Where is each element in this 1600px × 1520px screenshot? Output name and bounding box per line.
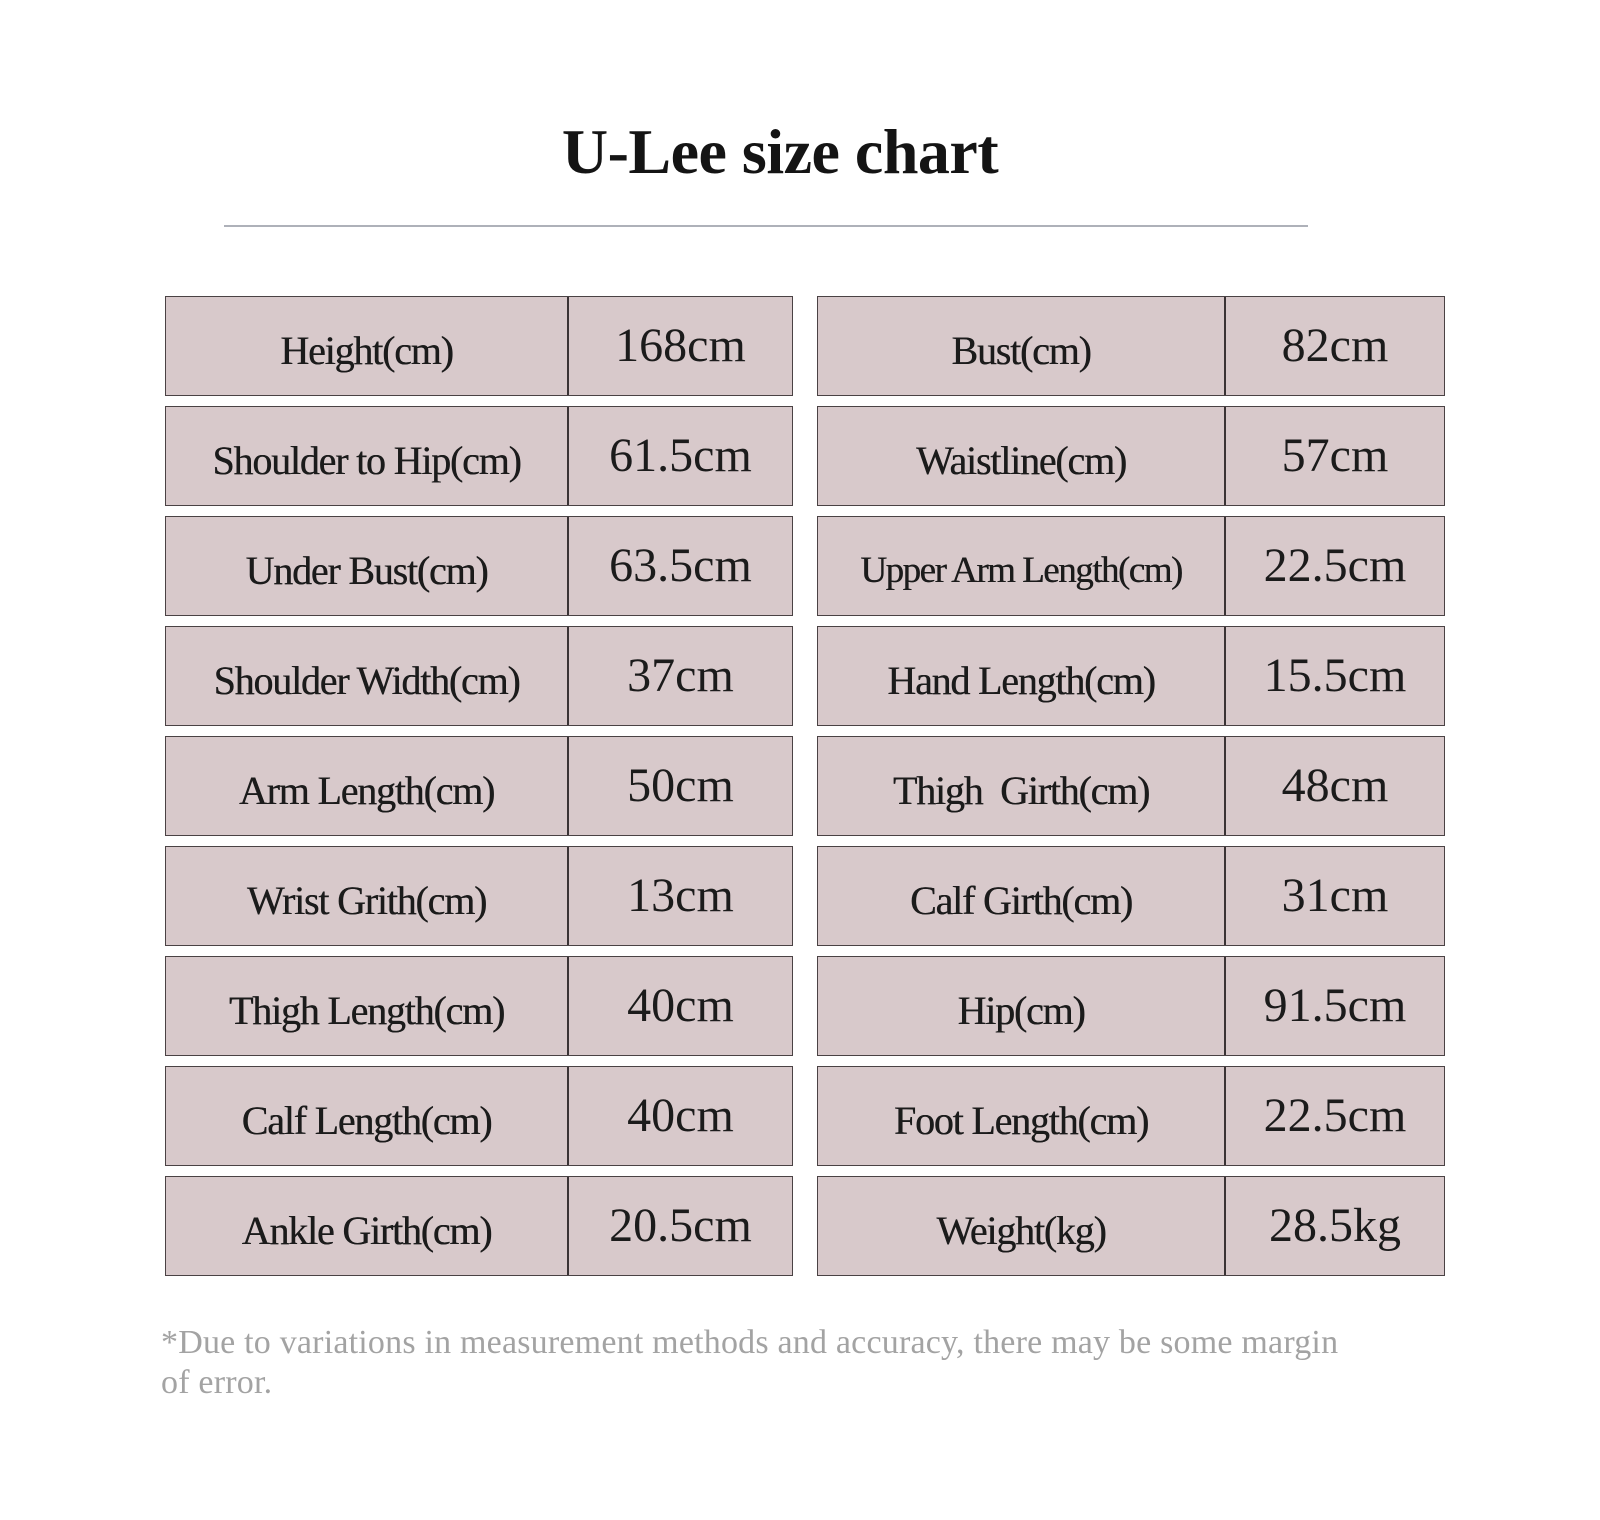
- size-table-left: Height(cm) 168cm Shoulder to Hip(cm) 61.…: [165, 296, 793, 1276]
- table-row: Thigh Girth(cm) 48cm: [817, 736, 1445, 836]
- measurement-label: Thigh Length(cm): [166, 957, 569, 1055]
- table-row: Wrist Grith(cm) 13cm: [165, 846, 793, 946]
- table-row: Calf Girth(cm) 31cm: [817, 846, 1445, 946]
- measurement-label: Bust(cm): [818, 297, 1226, 395]
- measurement-value: 31cm: [1281, 868, 1389, 922]
- measurement-label: Weight(kg): [818, 1177, 1226, 1275]
- table-row: Calf Length(cm) 40cm: [165, 1066, 793, 1166]
- measurement-value: 61.5cm: [609, 428, 752, 482]
- table-row: Arm Length(cm) 50cm: [165, 736, 793, 836]
- measurement-value: 20.5cm: [609, 1198, 752, 1252]
- measurement-value: 91.5cm: [1263, 978, 1407, 1032]
- table-row: Weight(kg) 28.5kg: [817, 1176, 1445, 1276]
- measurement-value: 40cm: [627, 978, 734, 1032]
- measurement-value: 22.5cm: [1263, 1088, 1407, 1142]
- table-row: Upper Arm Length(cm) 22.5cm: [817, 516, 1445, 616]
- footnote: *Due to variations in measurement method…: [161, 1324, 1339, 1401]
- measurement-label: Under Bust(cm): [166, 517, 569, 615]
- measurement-value: 13cm: [627, 868, 734, 922]
- measurement-label: Arm Length(cm): [166, 737, 569, 835]
- measurement-label: Ankle Girth(cm): [166, 1177, 569, 1275]
- size-table-right: Bust(cm) 82cm Waistline(cm) 57cm Upper A…: [817, 296, 1445, 1276]
- measurement-value: 168cm: [615, 318, 746, 372]
- measurement-label: Hip(cm): [818, 957, 1226, 1055]
- measurement-label: Upper Arm Length(cm): [818, 517, 1226, 615]
- measurement-value: 28.5kg: [1269, 1198, 1401, 1252]
- measurement-label: Shoulder to Hip(cm): [166, 407, 569, 505]
- measurement-value: 48cm: [1281, 758, 1389, 812]
- table-row: Foot Length(cm) 22.5cm: [817, 1066, 1445, 1166]
- measurement-value: 63.5cm: [609, 538, 752, 592]
- table-row: Shoulder to Hip(cm) 61.5cm: [165, 406, 793, 506]
- measurement-value: 15.5cm: [1263, 648, 1407, 702]
- table-row: Shoulder Width(cm) 37cm: [165, 626, 793, 726]
- measurement-value: 22.5cm: [1263, 538, 1407, 592]
- measurement-label: Thigh Girth(cm): [818, 737, 1226, 835]
- table-row: Under Bust(cm) 63.5cm: [165, 516, 793, 616]
- table-row: Bust(cm) 82cm: [817, 296, 1445, 396]
- measurement-value: 37cm: [627, 648, 734, 702]
- measurement-label: Wrist Grith(cm): [166, 847, 569, 945]
- measurement-value: 40cm: [627, 1088, 734, 1142]
- measurement-label: Hand Length(cm): [818, 627, 1226, 725]
- measurement-label: Calf Length(cm): [166, 1067, 569, 1165]
- measurement-label: Height(cm): [166, 297, 569, 395]
- table-row: Ankle Girth(cm) 20.5cm: [165, 1176, 793, 1276]
- measurement-label: Waistline(cm): [818, 407, 1226, 505]
- page-title: U-Lee size chart: [561, 116, 999, 187]
- title-divider: [224, 225, 1308, 227]
- table-row: Waistline(cm) 57cm: [817, 406, 1445, 506]
- measurement-value: 50cm: [627, 758, 734, 812]
- table-row: Hand Length(cm) 15.5cm: [817, 626, 1445, 726]
- measurement-value: 82cm: [1281, 318, 1389, 372]
- measurement-value: 57cm: [1281, 428, 1389, 482]
- table-row: Height(cm) 168cm: [165, 296, 793, 396]
- measurement-label: Foot Length(cm): [818, 1067, 1226, 1165]
- measurement-label: Shoulder Width(cm): [166, 627, 569, 725]
- measurement-label: Calf Girth(cm): [818, 847, 1226, 945]
- table-row: Thigh Length(cm) 40cm: [165, 956, 793, 1056]
- table-row: Hip(cm) 91.5cm: [817, 956, 1445, 1056]
